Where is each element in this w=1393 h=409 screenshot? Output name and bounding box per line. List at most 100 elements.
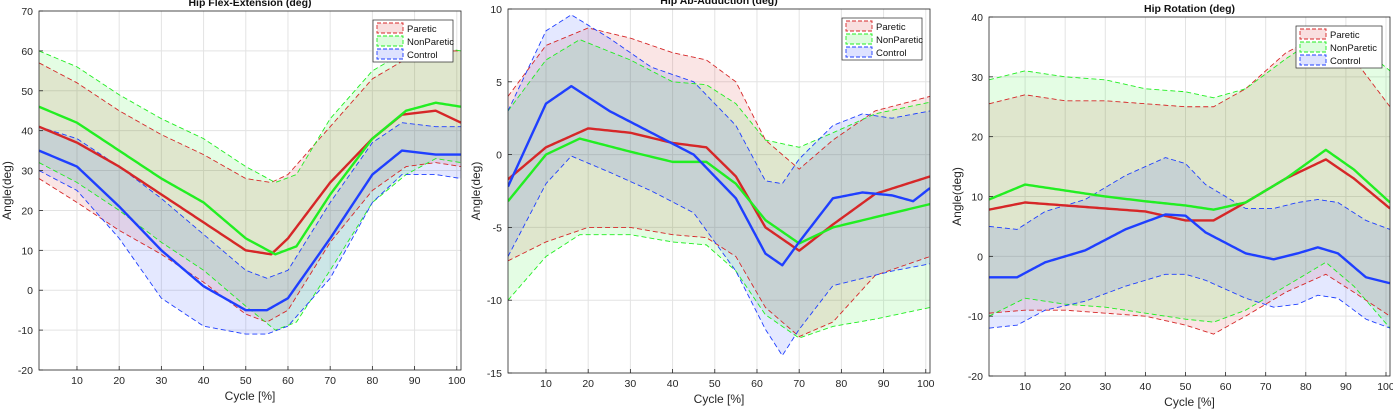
legend-label-control: Control: [407, 50, 438, 61]
chart-title: Hip Flex-Extension (deg): [188, 0, 311, 9]
x-axis-label: Cycle [%]: [1164, 395, 1215, 409]
x-tick-label: 40: [667, 378, 679, 390]
band-nonparetic: [39, 46, 461, 331]
y-tick-label: 0: [977, 251, 983, 263]
line-nonparetic: [39, 101, 461, 256]
x-tick-label: 100: [448, 375, 466, 387]
y-tick-label: 20: [21, 205, 33, 217]
y-tick-label: 5: [496, 77, 502, 89]
x-tick-label: 10: [540, 378, 552, 390]
x-axis-label: Cycle [%]: [694, 392, 745, 406]
legend-swatch-paretic: [376, 22, 404, 34]
y-tick-label: 0: [496, 150, 502, 162]
legend: Paretic NonParetic Control: [372, 19, 454, 63]
y-tick-label: 10: [971, 192, 983, 204]
legend: Paretic NonParetic Control: [1295, 25, 1383, 69]
band-edge-paretic: [989, 273, 1390, 335]
x-tick-label: 50: [1180, 381, 1192, 393]
x-tick-label: 60: [282, 375, 294, 387]
y-tick-label: 50: [21, 86, 33, 98]
y-tick-label: 0: [27, 285, 33, 297]
y-tick-label: 70: [21, 6, 33, 18]
legend-label-control: Control: [876, 48, 907, 59]
band-edge-control: [39, 170, 461, 335]
band-control: [39, 122, 461, 335]
legend-swatch-nonparetic: [845, 33, 873, 45]
x-tick-label: 70: [324, 375, 336, 387]
band-edge-control: [508, 155, 930, 357]
line-control: [39, 149, 461, 312]
line-nonparetic: [989, 148, 1390, 211]
band-edge-control: [39, 122, 461, 279]
x-tick-label: 20: [113, 375, 125, 387]
x-tick-label: 90: [409, 375, 421, 387]
series-layer: [39, 46, 461, 335]
x-tick-label: 70: [1260, 381, 1272, 393]
x-tick-label: 30: [625, 378, 637, 390]
x-tick-label: 60: [1220, 381, 1232, 393]
legend-label-nonparetic: NonParetic: [1330, 43, 1377, 54]
band-edge-paretic: [989, 31, 1390, 108]
chart-3: 10 20 30 40 50 60 70 80 90 100 -20 -10 0 10 20 30 40 Hip …: [950, 3, 1393, 409]
series-layer: [508, 14, 930, 357]
y-tick-label: 30: [971, 72, 983, 84]
band-edge-control: [508, 14, 930, 185]
legend-label-paretic: Paretic: [1330, 30, 1360, 41]
chart-title: Hip Ab-Adduction (deg): [660, 0, 777, 7]
band-edge-paretic: [508, 226, 930, 338]
band-paretic: [989, 31, 1390, 335]
band-control: [989, 157, 1390, 329]
y-tick-label: -5: [493, 222, 502, 234]
legend-box: [841, 17, 923, 61]
legend-box: [372, 19, 454, 63]
x-tick-label: 80: [367, 375, 379, 387]
x-tick-label: 40: [198, 375, 210, 387]
band-edge-nonparetic: [989, 261, 1390, 329]
legend-label-nonparetic: NonParetic: [876, 35, 923, 46]
x-tick-label: 30: [1099, 381, 1111, 393]
x-tick-label: 100: [1377, 381, 1393, 393]
band-edge-paretic: [39, 50, 461, 183]
band-nonparetic: [989, 31, 1390, 329]
chart-title: Hip Rotation (deg): [1144, 3, 1235, 15]
legend-box: [1295, 25, 1383, 69]
y-tick-label: 40: [971, 12, 983, 24]
x-tick-label: 10: [71, 375, 83, 387]
legend-label-paretic: Paretic: [407, 24, 437, 35]
legend-swatch-control: [376, 48, 404, 60]
x-tick-label: 30: [156, 375, 168, 387]
y-tick-label: 40: [21, 126, 33, 138]
y-tick-label: -10: [18, 325, 33, 337]
band-paretic: [39, 50, 461, 323]
x-tick-label: 60: [751, 378, 763, 390]
line-paretic: [508, 127, 930, 252]
y-axis-label: Angle(deg): [0, 161, 14, 220]
legend-swatch-paretic: [845, 20, 873, 32]
x-tick-label: 40: [1140, 381, 1152, 393]
band-control: [508, 14, 930, 356]
y-axis-label: Angle(deg): [950, 167, 964, 226]
band-edge-paretic: [508, 27, 930, 170]
y-tick-label: 30: [21, 166, 33, 178]
legend: Paretic NonParetic Control: [841, 17, 923, 61]
legend-label-nonparetic: NonParetic: [407, 37, 454, 48]
legend-swatch-control: [1299, 54, 1327, 66]
series-layer: [989, 31, 1390, 335]
y-tick-label: 10: [490, 4, 502, 16]
axes-box: [507, 8, 931, 374]
y-tick-label: -10: [487, 295, 502, 307]
line-control: [989, 213, 1390, 285]
x-tick-label: 70: [793, 378, 805, 390]
x-tick-label: 90: [878, 378, 890, 390]
legend-label-paretic: Paretic: [876, 22, 906, 33]
x-tick-label: 20: [1059, 381, 1071, 393]
plot-area: [508, 9, 930, 373]
y-axis-label: Angle(deg): [469, 162, 483, 221]
y-tick-label: -20: [18, 365, 33, 377]
band-edge-paretic: [39, 162, 461, 323]
line-nonparetic: [508, 137, 930, 245]
x-tick-label: 50: [240, 375, 252, 387]
legend-swatch-nonparetic: [1299, 41, 1327, 53]
y-tick-label: 10: [21, 245, 33, 257]
band-edge-control: [989, 157, 1390, 230]
